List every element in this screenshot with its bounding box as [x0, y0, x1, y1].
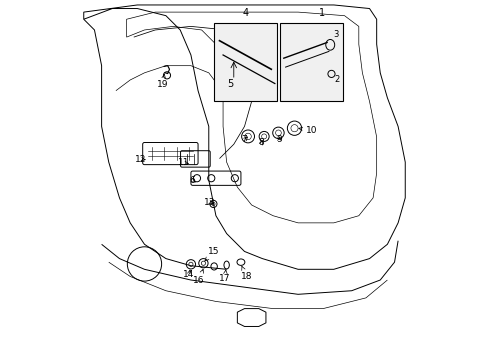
Bar	[214, 23, 276, 102]
Text: 9: 9	[276, 135, 282, 144]
Text: 11: 11	[178, 158, 189, 167]
Text: 6: 6	[189, 176, 195, 185]
Text: 8: 8	[258, 138, 264, 147]
Text: 10: 10	[298, 126, 317, 135]
Text: 5: 5	[226, 79, 233, 89]
Text: 14: 14	[183, 270, 194, 279]
Text: 13: 13	[203, 198, 215, 207]
Text: 16: 16	[193, 269, 204, 285]
Text: 19: 19	[156, 74, 168, 89]
Bar	[280, 23, 342, 102]
Text: 4: 4	[242, 8, 248, 18]
Text: 1: 1	[319, 8, 325, 18]
Text: 3: 3	[333, 30, 338, 39]
Text: 2: 2	[334, 75, 339, 84]
Text: 18: 18	[240, 266, 251, 281]
Text: 17: 17	[219, 270, 230, 283]
Text: 12: 12	[135, 155, 146, 164]
Text: 15: 15	[204, 247, 220, 261]
Text: 7: 7	[241, 135, 247, 144]
